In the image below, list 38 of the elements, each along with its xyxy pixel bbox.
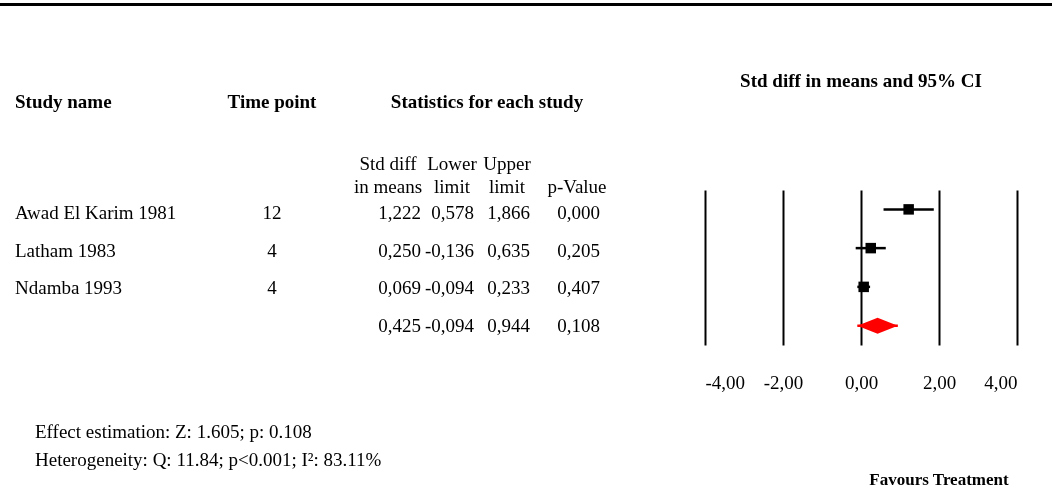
text: 1,866 [487,202,530,223]
category-label: Ndamba 1993 [15,277,123,298]
category-label: Std diff in means [353,153,423,197]
text: 0,425 [378,315,421,336]
x-tick-label: -4,00 [705,371,746,393]
x-tick-label: 2,00 [922,371,957,393]
text: 0,250 [378,240,421,261]
text: Heterogeneity: Q: 11.84; p<0.001; I²: 83.11% [35,449,382,470]
text: 0,205 [557,240,600,261]
category-label: Latham 1983 [15,240,116,261]
text: Statistics for each study [390,91,584,112]
category-label: Lower limit [427,153,478,197]
text: 0,233 [487,277,530,298]
text: Study name [15,91,112,112]
text: 0,000 [557,202,600,223]
category-label: p-Value [547,176,607,197]
text: -0,094 [424,315,474,336]
chart-title: Std diff in means and 95% CI [740,70,982,91]
category-label: Time point [227,91,318,112]
text: 12 [262,202,282,223]
text: 0,635 [487,240,530,261]
text: 1,222 [378,202,421,223]
category-label: Awad El Karim 1981 [15,202,177,223]
text: 0,578 [431,202,474,223]
x-tick-label: -2,00 [763,371,804,393]
text: -0,094 [424,277,474,298]
text: Effect estimation: Z: 1.605; p: 0.108 [35,421,312,442]
text: 0,069 [378,277,421,298]
text: 0,944 [487,315,530,336]
text: -0,136 [424,240,474,261]
text: Favours Treatment [869,470,1009,489]
text: 4 [267,277,277,298]
text: 0,108 [557,315,600,336]
x-tick-label: 4,00 [984,371,1018,393]
text: 0,407 [557,277,600,298]
text: 4 [267,240,277,261]
x-tick-label: 0,00 [844,371,879,393]
category-label: Upper limit [483,153,532,197]
